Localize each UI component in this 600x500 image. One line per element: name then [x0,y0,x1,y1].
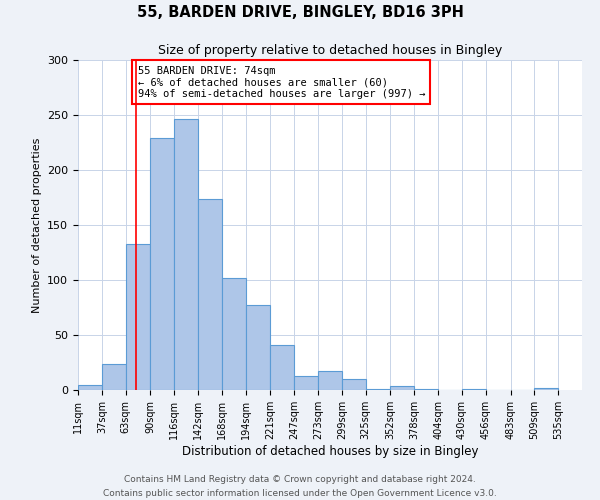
Bar [294,376,318,390]
Bar [174,120,198,390]
Bar [535,388,558,390]
Bar [125,244,151,390]
X-axis label: Distribution of detached houses by size in Bingley: Distribution of detached houses by size … [182,444,478,458]
Bar [318,372,342,390]
Bar [271,345,294,390]
Bar [366,389,391,390]
Bar [415,389,438,390]
Bar [245,306,271,390]
Bar [391,386,415,390]
Text: Contains HM Land Registry data © Crown copyright and database right 2024.
Contai: Contains HM Land Registry data © Crown c… [103,476,497,498]
Bar [198,198,222,390]
Bar [151,138,174,390]
Text: 55, BARDEN DRIVE, BINGLEY, BD16 3PH: 55, BARDEN DRIVE, BINGLEY, BD16 3PH [137,5,463,20]
Title: Size of property relative to detached houses in Bingley: Size of property relative to detached ho… [158,44,502,58]
Y-axis label: Number of detached properties: Number of detached properties [32,138,41,312]
Text: 55 BARDEN DRIVE: 74sqm
← 6% of detached houses are smaller (60)
94% of semi-deta: 55 BARDEN DRIVE: 74sqm ← 6% of detached … [137,66,425,98]
Bar [102,364,125,390]
Bar [342,379,366,390]
Bar [222,278,245,390]
Bar [462,389,486,390]
Bar [78,384,102,390]
